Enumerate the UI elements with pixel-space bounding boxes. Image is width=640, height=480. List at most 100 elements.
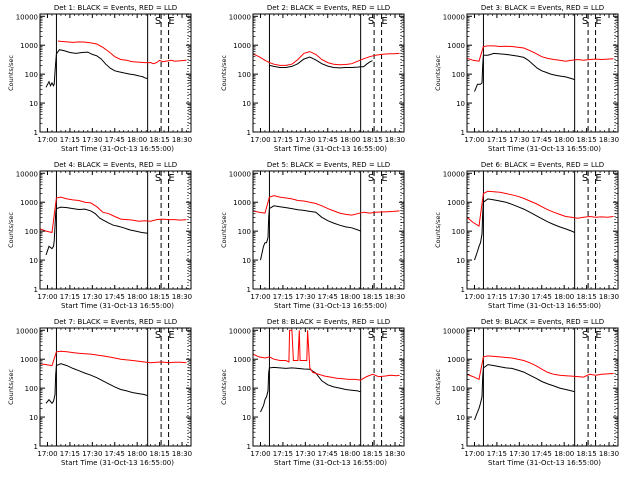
x-tick-label: 17:15 — [273, 293, 293, 301]
series-line-lld — [467, 190, 614, 227]
x-tick-label: 18:00 — [554, 136, 574, 144]
x-tick-label: 18:30 — [172, 136, 192, 144]
plot-frame — [39, 327, 192, 447]
x-tick-label: 17:45 — [318, 136, 338, 144]
y-axis-label: Counts/sec — [7, 369, 15, 405]
y-tick-label: 1 — [461, 443, 465, 451]
y-tick-label: 100 — [452, 71, 465, 79]
start-marker-label: S — [368, 16, 374, 27]
y-tick-label: 10000 — [16, 170, 38, 178]
x-tick-label: 17:30 — [509, 136, 529, 144]
x-tick-label: 17:45 — [532, 293, 552, 301]
y-tick-label: 100 — [452, 385, 465, 393]
detector-panel-1: Det 1: BLACK = Events, RED = LLD S E 1 10 100… — [7, 4, 192, 153]
y-tick-label: 1 — [34, 443, 38, 451]
end-marker-label: E — [595, 173, 601, 184]
y-tick-label: 1000 — [20, 42, 38, 50]
end-marker-label: E — [168, 16, 174, 27]
x-tick-label: 18:00 — [127, 450, 147, 458]
x-tick-label: 17:30 — [295, 293, 315, 301]
x-tick-label: 18:30 — [385, 136, 405, 144]
series-line-lld — [40, 350, 187, 367]
x-tick-label: 17:00 — [464, 136, 484, 144]
x-tick-label: 18:00 — [127, 293, 147, 301]
y-tick-label: 10 — [456, 100, 465, 108]
x-tick-label: 18:00 — [554, 450, 574, 458]
x-tick-label: 18:15 — [363, 450, 383, 458]
detector-panel-9: Det 9: BLACK = Events, RED = LLD S E 1 10 100… — [434, 318, 619, 467]
detector-panel-4: Det 4: BLACK = Events, RED = LLD S E 1 10 100… — [7, 161, 192, 310]
y-tick-label: 10000 — [16, 327, 38, 335]
x-tick-label: 17:00 — [37, 293, 57, 301]
y-axis-label: Counts/sec — [7, 212, 15, 248]
x-tick-label: 17:15 — [273, 450, 293, 458]
panel-title: Det 1: BLACK = Events, RED = LLD — [54, 4, 177, 12]
y-tick-label: 10 — [29, 100, 38, 108]
start-marker-label: S — [582, 330, 588, 341]
y-tick-label: 1000 — [447, 199, 465, 207]
y-tick-label: 100 — [238, 385, 251, 393]
series-line-events — [45, 49, 148, 88]
end-marker-label: E — [168, 330, 174, 341]
plot-frame — [39, 170, 192, 290]
y-tick-label: 10000 — [229, 327, 251, 335]
y-axis-label: Counts/sec — [434, 212, 442, 248]
y-tick-label: 1 — [461, 286, 465, 294]
x-tick-label: 18:00 — [340, 136, 360, 144]
x-tick-label: 17:30 — [509, 293, 529, 301]
x-axis-label: Start Time (31-Oct-13 16:55:00) — [274, 459, 387, 467]
plot-frame — [252, 327, 405, 447]
detector-panel-7: Det 7: BLACK = Events, RED = LLD S E 1 10 100… — [7, 318, 192, 467]
y-tick-label: 10 — [242, 100, 251, 108]
y-tick-label: 10 — [242, 257, 251, 265]
x-tick-label: 17:45 — [532, 450, 552, 458]
x-tick-label: 18:15 — [577, 136, 597, 144]
y-tick-label: 100 — [25, 228, 38, 236]
x-tick-label: 18:30 — [599, 136, 619, 144]
series-line-events — [45, 206, 148, 256]
y-axis-label: Counts/sec — [220, 212, 228, 248]
series-line-events — [474, 364, 575, 421]
x-tick-label: 17:00 — [250, 293, 270, 301]
x-tick-label: 18:00 — [340, 293, 360, 301]
x-axis-label: Start Time (31-Oct-13 16:55:00) — [61, 145, 174, 153]
x-tick-label: 17:00 — [464, 293, 484, 301]
x-tick-label: 18:15 — [150, 293, 170, 301]
plot-frame — [252, 170, 405, 290]
y-tick-label: 1 — [247, 443, 251, 451]
x-tick-label: 17:45 — [105, 136, 125, 144]
y-tick-label: 10000 — [443, 13, 465, 21]
x-axis-label: Start Time (31-Oct-13 16:55:00) — [274, 302, 387, 310]
x-tick-label: 17:45 — [105, 450, 125, 458]
x-axis-label: Start Time (31-Oct-13 16:55:00) — [61, 459, 174, 467]
panel-title: Det 8: BLACK = Events, RED = LLD — [267, 318, 390, 326]
y-tick-label: 1 — [247, 129, 251, 137]
detector-panel-5: Det 5: BLACK = Events, RED = LLD S E 1 10 100… — [220, 161, 405, 310]
y-tick-label: 100 — [238, 228, 251, 236]
panel-title: Det 6: BLACK = Events, RED = LLD — [481, 161, 604, 169]
end-marker-label: E — [381, 16, 387, 27]
y-tick-label: 10 — [242, 414, 251, 422]
panel-title: Det 7: BLACK = Events, RED = LLD — [54, 318, 177, 326]
x-tick-label: 18:00 — [554, 293, 574, 301]
x-tick-label: 18:30 — [385, 293, 405, 301]
y-tick-label: 100 — [238, 71, 251, 79]
y-tick-label: 1000 — [233, 42, 251, 50]
y-tick-label: 1 — [461, 129, 465, 137]
x-axis-label: Start Time (31-Oct-13 16:55:00) — [274, 145, 387, 153]
x-tick-label: 18:15 — [150, 136, 170, 144]
x-tick-label: 17:30 — [295, 450, 315, 458]
x-tick-label: 17:00 — [37, 450, 57, 458]
y-axis-label: Counts/sec — [434, 55, 442, 91]
end-marker-label: E — [381, 173, 387, 184]
y-tick-label: 10 — [29, 257, 38, 265]
x-tick-label: 17:30 — [82, 450, 102, 458]
y-axis-label: Counts/sec — [434, 369, 442, 405]
x-tick-label: 17:30 — [82, 136, 102, 144]
x-tick-label: 18:30 — [599, 450, 619, 458]
end-marker-label: E — [595, 330, 601, 341]
y-tick-label: 10000 — [443, 170, 465, 178]
detector-panel-2: Det 2: BLACK = Events, RED = LLD S E 1 10 100… — [220, 4, 405, 153]
panel-title: Det 3: BLACK = Events, RED = LLD — [481, 4, 604, 12]
